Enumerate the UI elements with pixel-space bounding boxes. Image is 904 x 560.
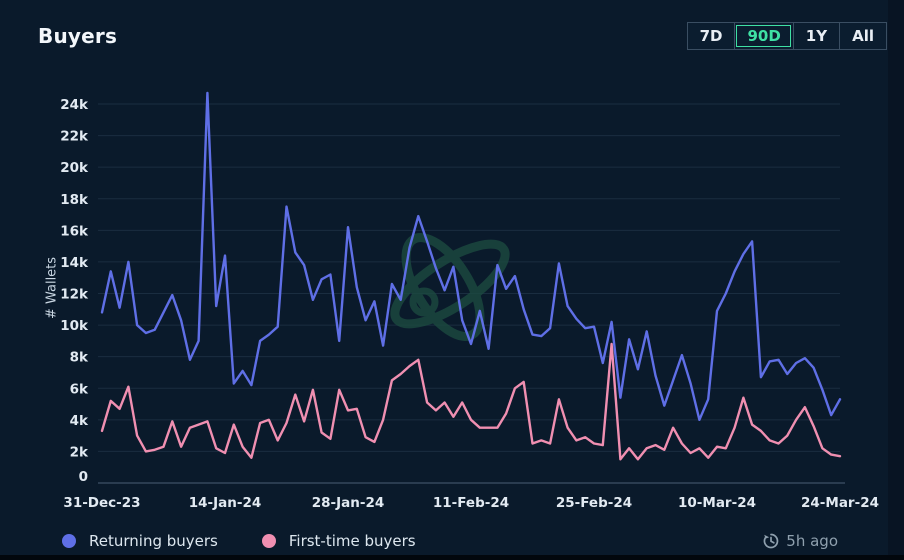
x-tick-label: 24-Mar-24 [801, 495, 879, 511]
legend-item-first-time-buyers[interactable]: First-time buyers [261, 532, 416, 550]
y-tick-label: 12k [60, 287, 89, 303]
legend-label: Returning buyers [89, 532, 218, 550]
chart-footer: Returning buyers First-time buyers 5h ago [62, 532, 838, 550]
last-updated: 5h ago [763, 532, 838, 550]
x-tick-label: 31-Dec-23 [63, 495, 140, 511]
y-tick-label: 4k [70, 413, 89, 429]
range-button-90d[interactable]: 90D [734, 23, 792, 49]
y-tick-label: 14k [60, 255, 89, 271]
legend-dot [62, 534, 76, 548]
x-tick-label: 14-Jan-24 [189, 495, 262, 511]
y-tick-label: 22k [60, 129, 89, 145]
y-tick-label: 6k [70, 381, 89, 397]
time-range-selector: 7D 90D 1Y All [686, 22, 887, 50]
legend-item-returning-buyers[interactable]: Returning buyers [62, 532, 218, 550]
y-tick-label: 0 [79, 469, 88, 485]
legend-dot [261, 534, 276, 548]
page-title: Buyers [38, 24, 118, 48]
y-tick-label: 16k [60, 223, 89, 239]
card-header: Buyers 7D 90D 1Y All [38, 22, 887, 50]
legend-label: First-time buyers [288, 532, 416, 550]
x-tick-label: 10-Mar-24 [678, 495, 756, 511]
buyers-line-chart: 0 2k 4k 6k 8k 10k 12k 14k 16k 18k 20k 22k 24k 31-Dec-… [60, 91, 879, 511]
window-right-edge [888, 0, 904, 560]
range-button-1y[interactable]: 1Y [792, 23, 839, 49]
range-button-7d[interactable]: 7D [699, 27, 723, 45]
y-tick-label: 24k [60, 97, 89, 113]
y-tick-label: 10k [60, 318, 89, 334]
y-tick-label: 20k [60, 160, 89, 176]
y-tick-label: 8k [70, 350, 89, 366]
y-tick-label: 2k [70, 444, 89, 460]
returning-buyers-line [100, 91, 842, 421]
last-updated-text: 5h ago [786, 532, 838, 550]
chart-legend: Returning buyers First-time buyers [62, 532, 416, 550]
x-tick-label: 11-Feb-24 [433, 495, 509, 511]
window-bottom-edge [0, 555, 904, 560]
y-tick-label: 18k [60, 192, 89, 208]
history-clock-icon [763, 533, 779, 549]
x-tick-label: 28-Jan-24 [312, 495, 385, 511]
x-tick-label: 25-Feb-24 [556, 495, 632, 511]
first-time-buyers-line [100, 342, 842, 461]
range-button-all[interactable]: All [839, 23, 886, 49]
